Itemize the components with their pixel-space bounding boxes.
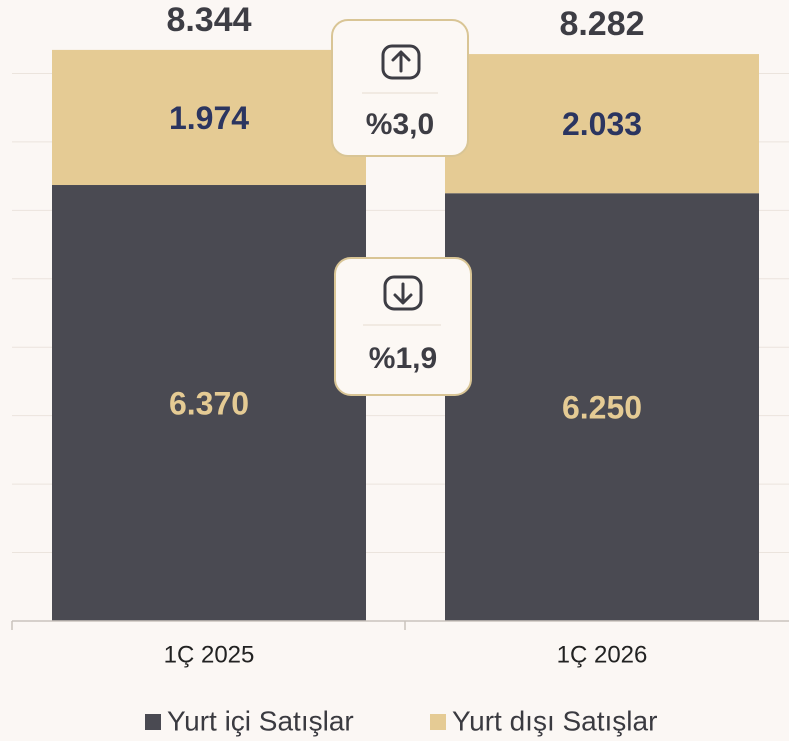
bar-segment: [445, 193, 759, 621]
legend-swatch: [145, 714, 161, 730]
badge: %3,0: [331, 19, 469, 157]
legend-label: Yurt dışı Satışlar: [452, 705, 657, 736]
bar-segment: [52, 49, 366, 186]
badge-text: %3,0: [366, 108, 434, 141]
badge: %1,9: [334, 257, 472, 396]
data-label: 2.033: [562, 106, 642, 142]
bars: 6.370 1.974 8.344 6.250 2.033 8.282: [52, 1, 759, 621]
legend-swatch: [430, 714, 446, 730]
data-label: 1.974: [169, 100, 249, 136]
data-label: 6.370: [169, 385, 249, 421]
total-label: 8.344: [166, 1, 251, 39]
x-tick-label: 1Ç 2025: [164, 641, 255, 668]
legend: Yurt içi Satışlar Yurt dışı Satışlar: [145, 705, 657, 736]
badge-text: %1,9: [369, 342, 437, 375]
data-label: 6.250: [562, 390, 642, 426]
x-tick-label: 1Ç 2026: [557, 641, 648, 668]
legend-label: Yurt içi Satışlar: [167, 705, 354, 736]
bar-segment: [445, 54, 759, 194]
bar-segment: [52, 185, 366, 621]
total-label: 8.282: [559, 5, 644, 43]
